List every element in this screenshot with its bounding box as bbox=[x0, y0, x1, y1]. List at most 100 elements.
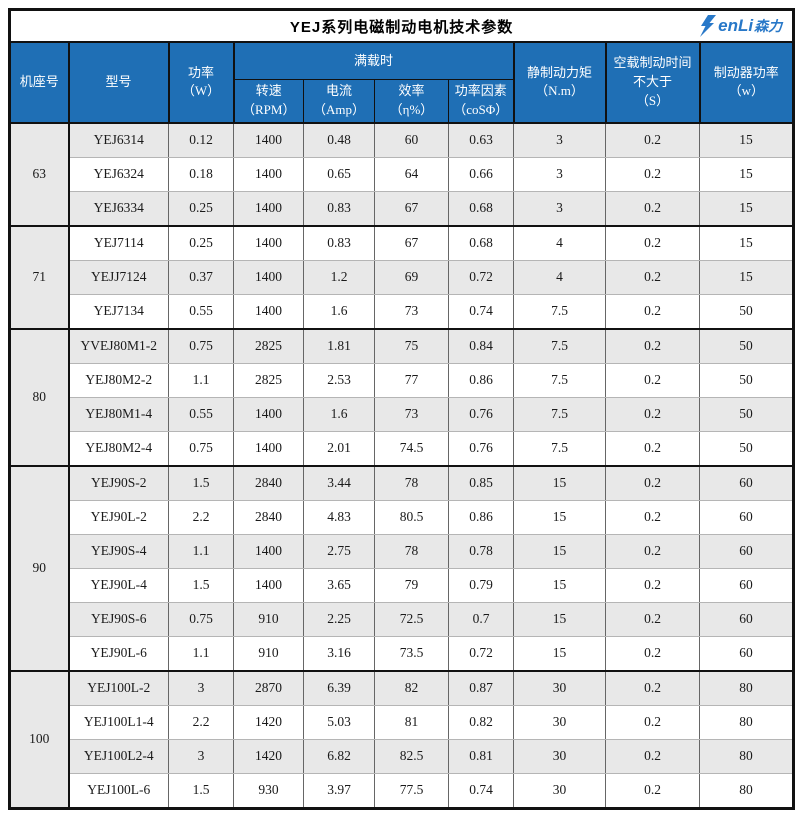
power-cell: 1.1 bbox=[168, 635, 234, 672]
header-power-factor: 功率因素 （coSΦ） bbox=[448, 78, 514, 124]
rpm-cell: 910 bbox=[233, 635, 304, 672]
efficiency-cell: 69 bbox=[374, 259, 449, 295]
table-row: 100 YEJ100L-2 3 2870 6.39 82 0.87 30 0.2 80 bbox=[8, 669, 795, 809]
rpm-cell: 1400 bbox=[233, 224, 304, 261]
power-factor-cell: 0.74 bbox=[448, 293, 514, 330]
torque-cell: 7.5 bbox=[513, 327, 606, 364]
power-factor-cell: 0.63 bbox=[448, 121, 514, 158]
power-cell: 0.37 bbox=[168, 259, 234, 295]
torque-cell: 30 bbox=[513, 738, 606, 774]
torque-cell: 30 bbox=[513, 669, 606, 706]
table-row: 63 YEJ6314 0.12 1400 0.48 60 0.63 3 0.2 15 bbox=[8, 121, 795, 226]
efficiency-cell: 64 bbox=[374, 156, 449, 192]
header-rpm: 转速 （RPM） bbox=[233, 78, 304, 124]
table-row: YEJ100L1-4 2.2 1420 5.03 81 0.82 30 0.2 80 bbox=[10, 704, 795, 740]
power-factor-cell: 0.86 bbox=[448, 499, 514, 535]
power-cell: 1.1 bbox=[168, 362, 234, 398]
rpm-cell: 1400 bbox=[233, 293, 304, 330]
rpm-cell: 1400 bbox=[233, 156, 304, 192]
brake-time-cell: 0.2 bbox=[605, 533, 700, 569]
header-model: 型号 bbox=[67, 41, 170, 124]
torque-cell: 7.5 bbox=[513, 396, 606, 432]
brake-time-cell: 0.2 bbox=[605, 601, 700, 637]
rpm-cell: 1400 bbox=[233, 533, 304, 569]
table-row: YEJ90L-2 2.2 2840 4.83 80.5 0.86 15 0.2 60 bbox=[10, 499, 795, 535]
efficiency-cell: 72.5 bbox=[374, 601, 449, 637]
efficiency-cell: 73 bbox=[374, 396, 449, 432]
model-cell: YEJ90L-2 bbox=[68, 499, 169, 535]
brake-power-cell: 80 bbox=[698, 738, 795, 774]
current-cell: 1.6 bbox=[303, 293, 375, 330]
current-cell: 2.53 bbox=[303, 362, 375, 398]
torque-cell: 15 bbox=[513, 464, 606, 501]
current-cell: 5.03 bbox=[303, 704, 375, 740]
efficiency-cell: 75 bbox=[374, 327, 449, 364]
header-efficiency: 效率 （η%） bbox=[374, 78, 449, 124]
rpm-cell: 910 bbox=[233, 601, 304, 637]
power-cell: 2.2 bbox=[168, 499, 234, 535]
efficiency-cell: 67 bbox=[374, 190, 449, 227]
brake-power-cell: 15 bbox=[698, 156, 795, 192]
current-cell: 3.44 bbox=[303, 464, 375, 501]
current-cell: 6.39 bbox=[303, 669, 375, 706]
rpm-cell: 2870 bbox=[233, 669, 304, 706]
rpm-cell: 1400 bbox=[233, 567, 304, 603]
power-factor-cell: 0.81 bbox=[448, 738, 514, 774]
power-cell: 0.75 bbox=[168, 430, 234, 467]
torque-cell: 7.5 bbox=[513, 293, 606, 330]
brake-power-cell: 50 bbox=[698, 327, 795, 364]
torque-cell: 7.5 bbox=[513, 430, 606, 467]
model-cell: YEJ80M1-4 bbox=[68, 396, 169, 432]
power-factor-cell: 0.84 bbox=[448, 327, 514, 364]
motor-spec-table: YEJ系列电磁制动电机技术参数 enLi 森力 机座号 型号 功率 （W） 满载… bbox=[8, 8, 796, 810]
power-factor-cell: 0.68 bbox=[448, 224, 514, 261]
brake-time-cell: 0.2 bbox=[605, 259, 700, 295]
power-factor-cell: 0.76 bbox=[448, 396, 514, 432]
current-cell: 3.65 bbox=[303, 567, 375, 603]
power-cell: 3 bbox=[168, 738, 234, 774]
current-cell: 1.6 bbox=[303, 396, 375, 432]
torque-cell: 15 bbox=[513, 635, 606, 672]
logo-latin-text: enLi bbox=[718, 16, 754, 35]
power-cell: 3 bbox=[168, 669, 234, 706]
brake-time-cell: 0.2 bbox=[605, 464, 700, 501]
table-row: YEJ90S-6 0.75 910 2.25 72.5 0.7 15 0.2 60 bbox=[10, 601, 795, 637]
table-body: 63 YEJ6314 0.12 1400 0.48 60 0.63 3 0.2 15 YEJ6324… bbox=[8, 121, 795, 809]
brake-power-cell: 50 bbox=[698, 293, 795, 330]
torque-cell: 15 bbox=[513, 601, 606, 637]
power-cell: 1.5 bbox=[168, 464, 234, 501]
current-cell: 1.81 bbox=[303, 327, 375, 364]
model-cell: YEJ90L-4 bbox=[68, 567, 169, 603]
table-row: YEJ80M2-4 0.75 1400 2.01 74.5 0.76 7.5 0.2 50 bbox=[10, 430, 795, 467]
power-factor-cell: 0.85 bbox=[448, 464, 514, 501]
header-brake-power: 制动器功率 （w） bbox=[698, 41, 795, 124]
model-cell: YEJ80M2-4 bbox=[68, 430, 169, 467]
power-cell: 1.1 bbox=[168, 533, 234, 569]
power-cell: 0.18 bbox=[168, 156, 234, 192]
table-row: YEJ80M1-4 0.55 1400 1.6 73 0.76 7.5 0.2 50 bbox=[10, 396, 795, 432]
brake-power-cell: 60 bbox=[698, 635, 795, 672]
power-cell: 1.5 bbox=[168, 772, 234, 809]
efficiency-cell: 67 bbox=[374, 224, 449, 261]
brake-time-cell: 0.2 bbox=[605, 499, 700, 535]
brake-power-cell: 15 bbox=[698, 259, 795, 295]
current-cell: 0.83 bbox=[303, 224, 375, 261]
rpm-cell: 1400 bbox=[233, 396, 304, 432]
efficiency-cell: 78 bbox=[374, 464, 449, 501]
brake-time-cell: 0.2 bbox=[605, 704, 700, 740]
model-cell: YEJ90S-6 bbox=[68, 601, 169, 637]
efficiency-cell: 79 bbox=[374, 567, 449, 603]
rpm-cell: 2840 bbox=[233, 464, 304, 501]
power-factor-cell: 0.87 bbox=[448, 669, 514, 706]
current-cell: 0.48 bbox=[303, 121, 375, 158]
rpm-cell: 2825 bbox=[233, 362, 304, 398]
efficiency-cell: 60 bbox=[374, 121, 449, 158]
torque-cell: 4 bbox=[513, 224, 606, 261]
brake-power-cell: 60 bbox=[698, 533, 795, 569]
efficiency-cell: 78 bbox=[374, 533, 449, 569]
model-cell: YVEJ80M1-2 bbox=[68, 327, 169, 364]
rpm-cell: 1420 bbox=[233, 738, 304, 774]
table-row: YEJJ7124 0.37 1400 1.2 69 0.72 4 0.2 15 bbox=[10, 259, 795, 295]
frame-size-cell: 80 bbox=[8, 327, 70, 466]
brake-time-cell: 0.2 bbox=[605, 772, 700, 809]
